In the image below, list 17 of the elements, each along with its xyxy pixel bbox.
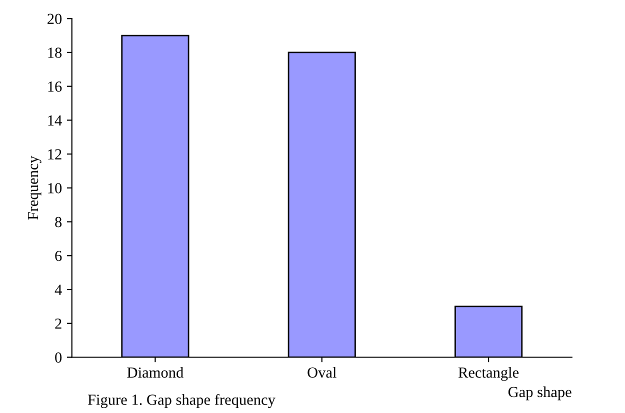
y-tick-label: 16	[48, 82, 62, 92]
y-tick-label: 4	[54, 284, 62, 295]
x-axis-title: Gap shape	[508, 386, 572, 400]
y-tick-label: 8	[55, 216, 62, 228]
y-tick-label: 12	[48, 149, 62, 160]
y-tick-label: 20	[48, 14, 62, 24]
x-tick-label: Diamond	[127, 366, 184, 378]
y-tick-label: 2	[55, 318, 62, 329]
text: Figure 1. Gap shape frequency	[88, 394, 276, 408]
y-tick-label: 0	[55, 352, 62, 363]
y-tick-label: 14	[48, 115, 62, 126]
y-tick-label: 6	[55, 250, 62, 262]
y-axis-title: Frequency	[28, 156, 42, 220]
x-tick-label: Oval	[308, 366, 336, 378]
y-tick-label: 10	[48, 183, 62, 194]
y-tick-label: 18	[48, 48, 62, 58]
x-tick-label: Rectangle	[458, 366, 519, 381]
